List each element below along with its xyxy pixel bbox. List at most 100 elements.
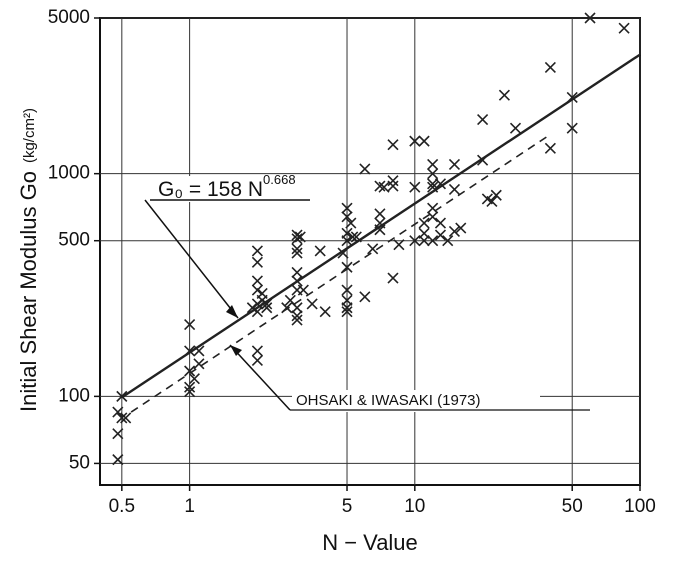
data-point	[341, 211, 353, 223]
data-point	[184, 345, 196, 357]
data-point	[374, 180, 386, 192]
data-point	[184, 386, 196, 398]
data-point	[477, 154, 489, 166]
data-point	[112, 454, 124, 466]
data-point	[341, 235, 353, 247]
x-tick-label: 10	[404, 496, 425, 517]
data-point	[294, 231, 306, 243]
data-point	[341, 284, 353, 296]
data-point	[374, 224, 386, 236]
data-point	[116, 390, 128, 402]
data-point	[427, 235, 439, 247]
data-point	[341, 302, 353, 314]
data-point	[509, 122, 522, 134]
data-point	[490, 189, 502, 201]
data-point	[291, 233, 303, 245]
data-point	[337, 247, 349, 259]
data-point	[319, 306, 331, 318]
data-point	[120, 412, 132, 424]
data-point	[251, 256, 263, 268]
data-point	[418, 217, 430, 229]
data-point	[261, 298, 273, 310]
fit-exponent: 0.668	[263, 172, 296, 187]
data-point	[409, 181, 421, 193]
y-tick-label: 500	[58, 230, 90, 251]
data-point	[193, 358, 205, 370]
y-axis-label: Initial Shear Modulus Go (kg/cm²)	[16, 108, 41, 412]
data-point	[427, 202, 439, 214]
fit-line	[121, 53, 641, 399]
fit-equation: G₀ = 158 N	[158, 178, 263, 201]
x-tick-label: 100	[624, 496, 656, 517]
data-point	[184, 381, 196, 393]
data-point	[314, 245, 326, 257]
data-point	[350, 231, 362, 243]
data-point	[188, 373, 200, 385]
data-point	[455, 222, 467, 234]
data-point	[448, 225, 461, 238]
annotation-background	[150, 176, 310, 202]
data-point	[291, 243, 303, 255]
data-point	[184, 319, 196, 331]
y-tick-label: 5000	[48, 7, 90, 28]
arrow-head	[230, 345, 242, 356]
data-point	[291, 266, 303, 279]
data-point	[418, 135, 430, 147]
data-point	[347, 231, 359, 243]
fit-annotation: G₀ = 158 N0.668	[158, 172, 296, 200]
data-point	[427, 211, 439, 223]
x-tick-label: 1	[184, 496, 195, 517]
data-point	[477, 113, 489, 126]
x-tick-label: 50	[562, 496, 583, 517]
data-point	[291, 314, 303, 326]
data-point	[116, 412, 128, 424]
data-point	[251, 345, 263, 357]
data-point	[409, 135, 421, 147]
x-tick-label: 0.5	[109, 496, 135, 517]
data-point	[584, 12, 596, 24]
data-point	[291, 247, 303, 259]
data-point	[193, 345, 205, 357]
y-tick-label: 50	[69, 452, 90, 473]
data-point	[486, 195, 498, 208]
data-point	[378, 181, 390, 193]
data-point	[442, 235, 454, 247]
data-point	[291, 310, 303, 322]
x-tick-label: 5	[342, 496, 353, 517]
data-point	[251, 354, 263, 367]
data-point	[387, 272, 399, 284]
data-point	[374, 208, 386, 220]
data-point	[393, 239, 405, 251]
reference-annotation: OHSAKI & IWASAKI (1973)	[296, 392, 481, 409]
data-point	[566, 91, 578, 103]
y-tick-label: 100	[58, 385, 90, 406]
y-axis-title: Initial Shear Modulus Go	[16, 171, 41, 412]
data-point	[544, 61, 556, 73]
data-point	[341, 261, 353, 273]
data-point	[291, 229, 303, 241]
data-point	[418, 235, 430, 247]
data-point	[341, 202, 353, 214]
data-point	[387, 175, 399, 187]
data-point	[387, 180, 399, 192]
data-point	[367, 243, 379, 255]
data-point	[387, 139, 399, 151]
data-point	[434, 229, 447, 241]
data-point	[291, 302, 303, 314]
data-point	[297, 284, 309, 296]
data-point	[345, 217, 357, 229]
data-point	[112, 428, 124, 440]
y-tick-label: 1000	[48, 163, 90, 184]
data-point	[427, 181, 439, 193]
y-axis-unit: (kg/cm²)	[21, 108, 38, 163]
data-point	[618, 22, 630, 34]
data-point	[359, 291, 371, 303]
data-point	[566, 122, 578, 134]
annotation-arrow	[144, 199, 239, 319]
data-point	[498, 89, 510, 101]
x-axis-label: N − Value	[322, 530, 418, 555]
data-point	[281, 302, 293, 314]
data-point	[409, 235, 421, 247]
data-point	[251, 245, 263, 257]
